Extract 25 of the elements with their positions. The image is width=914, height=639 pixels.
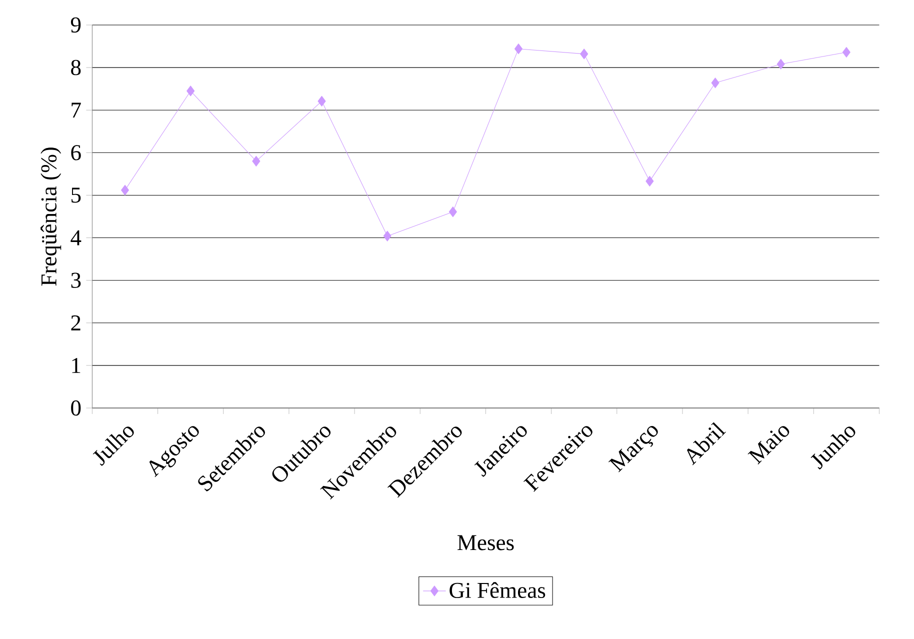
y-tick-label: 4: [70, 230, 82, 246]
point: [842, 46, 850, 58]
point: [580, 48, 588, 60]
point: [776, 58, 785, 70]
y-tick-label: 3: [71, 272, 81, 288]
point: [383, 230, 392, 242]
y-tick-label: 1: [72, 358, 80, 373]
y-tick-label: 5: [72, 188, 81, 203]
point: [711, 78, 720, 88]
point: [186, 86, 195, 96]
y-tick-label: 2: [71, 315, 80, 330]
y-tick-label: 6: [71, 145, 81, 160]
x-axis-title: Meses: [458, 535, 514, 550]
y-tick-label: 7: [72, 102, 81, 118]
point: [514, 44, 523, 54]
y-tick-label: 8: [71, 60, 81, 76]
y-tick-label: 9: [70, 17, 81, 33]
legend-label: Gi Fêmeas: [450, 582, 546, 598]
point: [448, 206, 457, 218]
point: [318, 96, 326, 106]
point: [646, 176, 654, 186]
y-tick-label: 0: [71, 400, 81, 416]
point: [252, 156, 260, 166]
point: [120, 184, 130, 196]
y-axis-title: Freqüência (%): [40, 148, 62, 286]
